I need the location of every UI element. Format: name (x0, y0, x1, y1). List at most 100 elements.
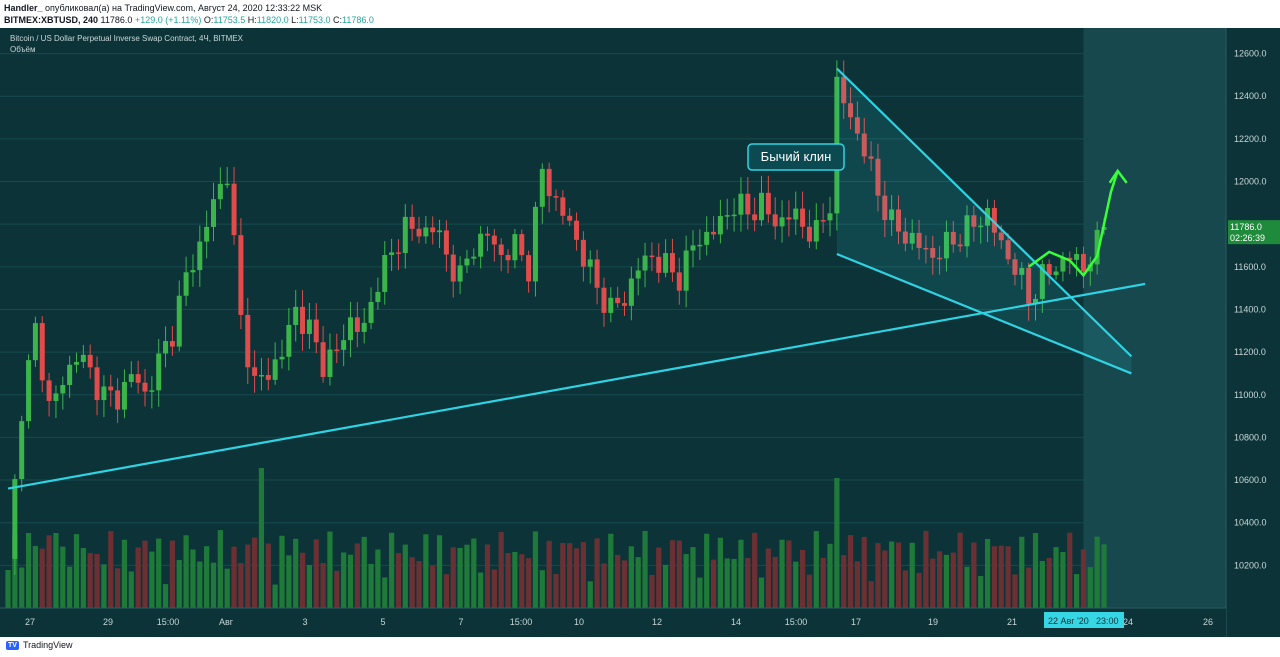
publisher-name[interactable]: Handler_ (4, 3, 43, 13)
candle-body[interactable] (375, 291, 381, 302)
candle-body[interactable] (1074, 253, 1080, 260)
candle-body[interactable] (156, 353, 162, 391)
candle-body[interactable] (587, 259, 593, 267)
candle-body[interactable] (937, 257, 943, 260)
candle-body[interactable] (512, 234, 518, 261)
candle-body[interactable] (279, 356, 285, 360)
candle-body[interactable] (409, 216, 415, 229)
candle-body[interactable] (923, 247, 929, 250)
candle-body[interactable] (505, 254, 511, 261)
candle-body[interactable] (656, 256, 662, 273)
candle-body[interactable] (759, 192, 764, 221)
candle-body[interactable] (1094, 229, 1100, 265)
candle-body[interactable] (382, 255, 388, 292)
price-chart[interactable]: Бычий клин 12600.0 12400.0 12200.0 12000.0 11… (0, 28, 1280, 637)
candle-body[interactable] (163, 341, 169, 354)
candle-body[interactable] (800, 208, 806, 227)
candle-body[interactable] (443, 230, 449, 255)
candle-body[interactable] (889, 209, 895, 221)
candle-body[interactable] (635, 270, 641, 279)
candle-body[interactable] (731, 214, 737, 217)
candle-body[interactable] (128, 374, 134, 382)
candle-body[interactable] (320, 342, 326, 377)
candle-body[interactable] (464, 258, 470, 266)
candle-body[interactable] (724, 215, 730, 217)
candle-body[interactable] (676, 272, 682, 291)
candle-body[interactable] (348, 317, 353, 341)
candle-body[interactable] (1060, 257, 1066, 272)
chart-area[interactable]: Бычий клин 12600.0 12400.0 12200.0 12000.0 11… (0, 28, 1280, 637)
candle-body[interactable] (306, 319, 312, 334)
candle-body[interactable] (752, 214, 758, 221)
candle-body[interactable] (402, 216, 408, 254)
candle-body[interactable] (231, 183, 237, 236)
candle-body[interactable] (628, 278, 634, 306)
candle-body[interactable] (471, 256, 477, 259)
candle-body[interactable] (190, 270, 196, 273)
candle-body[interactable] (875, 158, 881, 196)
candle-body[interactable] (882, 195, 888, 221)
candle-body[interactable] (39, 323, 45, 381)
candle-body[interactable] (526, 255, 532, 282)
candle-body[interactable] (416, 228, 422, 237)
candle-body[interactable] (341, 340, 347, 350)
candle-body[interactable] (964, 215, 970, 247)
candle-body[interactable] (1039, 264, 1045, 299)
candle-body[interactable] (896, 209, 901, 232)
candle-body[interactable] (642, 255, 648, 271)
candle-body[interactable] (1012, 259, 1018, 275)
candle-body[interactable] (108, 386, 114, 391)
candle-body[interactable] (115, 390, 121, 410)
candle-body[interactable] (909, 232, 915, 244)
candle-body[interactable] (546, 168, 552, 197)
candle-body[interactable] (991, 207, 997, 233)
candle-body[interactable] (26, 360, 32, 422)
candle-body[interactable] (519, 234, 525, 256)
candle-body[interactable] (87, 354, 93, 368)
candle-body[interactable] (711, 231, 717, 235)
candle-body[interactable] (478, 233, 484, 257)
candle-body[interactable] (669, 253, 675, 273)
candle-body[interactable] (1067, 257, 1073, 260)
candle-body[interactable] (608, 297, 614, 313)
candle-body[interactable] (265, 375, 271, 380)
candle-body[interactable] (334, 349, 340, 352)
candle-body[interactable] (300, 306, 306, 334)
candle-body[interactable] (663, 253, 669, 273)
candle-body[interactable] (594, 259, 600, 288)
candle-body[interactable] (176, 295, 182, 347)
candle-body[interactable] (101, 386, 107, 401)
candle-body[interactable] (1080, 253, 1086, 272)
candle-body[interactable] (67, 364, 73, 385)
candle-body[interactable] (354, 317, 360, 332)
candle-body[interactable] (149, 390, 155, 392)
candle-body[interactable] (1019, 268, 1025, 275)
candle-body[interactable] (868, 156, 874, 159)
candle-body[interactable] (19, 421, 25, 480)
candle-body[interactable] (601, 287, 607, 313)
candle-body[interactable] (957, 244, 963, 247)
candle-body[interactable] (361, 322, 367, 332)
candle-body[interactable] (779, 217, 785, 227)
candle-body[interactable] (60, 384, 66, 394)
candle-body[interactable] (841, 76, 847, 104)
candle-body[interactable] (998, 232, 1004, 241)
candle-body[interactable] (745, 193, 751, 215)
candle-body[interactable] (293, 306, 299, 325)
candle-body[interactable] (485, 233, 490, 236)
candle-body[interactable] (806, 226, 812, 242)
trendline-line[interactable] (7, 282, 1146, 490)
candle-body[interactable] (738, 193, 744, 215)
wedge-upper-line[interactable] (836, 67, 1133, 358)
candle-body[interactable] (74, 361, 79, 365)
candle-body[interactable] (32, 323, 38, 361)
candle-body[interactable] (820, 220, 826, 222)
candle-body[interactable] (615, 297, 621, 304)
candle-body[interactable] (94, 367, 100, 401)
candle-body[interactable] (491, 235, 497, 245)
candle-body[interactable] (930, 247, 936, 258)
candle-body[interactable] (183, 272, 189, 296)
candle-body[interactable] (238, 235, 244, 315)
candle-body[interactable] (553, 196, 559, 198)
candle-body[interactable] (943, 231, 949, 259)
